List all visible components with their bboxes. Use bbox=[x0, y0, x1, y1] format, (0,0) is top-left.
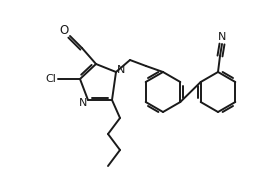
Text: Cl: Cl bbox=[46, 74, 56, 84]
Text: N: N bbox=[218, 32, 226, 42]
Text: N: N bbox=[79, 98, 87, 108]
Text: N: N bbox=[117, 65, 125, 75]
Text: O: O bbox=[59, 23, 69, 36]
